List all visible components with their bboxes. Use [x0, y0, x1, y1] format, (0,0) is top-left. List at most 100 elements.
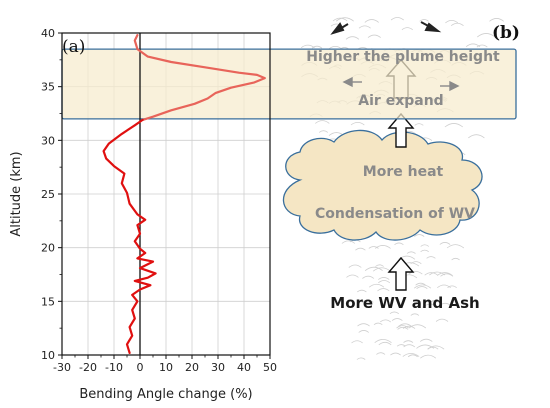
plume-texture-mark — [408, 324, 427, 329]
plume-texture-mark — [401, 27, 413, 31]
x-tick-label: 10 — [159, 361, 173, 374]
plume-texture-mark — [416, 344, 435, 349]
plume-texture-mark — [447, 285, 457, 289]
x-tick-label: -20 — [79, 361, 97, 374]
plume-texture-mark — [348, 264, 362, 268]
arrow-up-icon — [387, 112, 415, 148]
label-condensation: Condensation of WV — [315, 206, 475, 222]
plume-texture-mark — [355, 247, 366, 251]
plume-texture-mark — [358, 330, 370, 333]
arrow-up-icon — [387, 256, 415, 291]
label-more-heat: More heat — [363, 164, 444, 180]
plume-texture-mark — [416, 286, 428, 290]
plume-texture-mark — [389, 311, 400, 315]
plume-texture-mark — [390, 352, 401, 356]
plume-texture-mark — [450, 22, 464, 27]
plume-texture-mark — [396, 325, 409, 329]
plume-texture-mark — [362, 275, 375, 279]
band-annotations: Higher the plume height Air expand — [306, 49, 500, 109]
plume-texture-mark — [357, 323, 370, 327]
plume-texture-mark — [410, 313, 420, 316]
plume-texture-mark — [364, 266, 383, 272]
plume-texture-mark — [358, 25, 371, 29]
plume-texture-mark — [429, 300, 440, 303]
x-tick-label: 40 — [237, 361, 251, 374]
plume-texture-mark — [419, 19, 429, 22]
plume-texture-mark — [377, 288, 390, 292]
x-axis-ticks: -30 -20 -10 0 10 20 30 40 50 — [53, 355, 277, 374]
plume-texture-mark — [378, 280, 391, 284]
plume-texture-mark — [396, 344, 406, 347]
plot-frame — [61, 32, 271, 356]
cloud-shape — [282, 129, 483, 241]
plume-texture-mark — [439, 242, 451, 245]
plume-texture-mark — [426, 256, 436, 259]
series-layer — [102, 34, 266, 354]
plume-texture-mark — [437, 284, 451, 289]
plume-texture-mark — [468, 134, 485, 139]
plume-texture-mark — [335, 17, 354, 22]
label-plume-height: Higher the plume height — [306, 49, 500, 65]
plume-texture-mark — [368, 246, 379, 249]
plume-texture-mark — [476, 44, 488, 48]
plume-texture-mark — [361, 299, 374, 303]
y-tick-label: 25 — [41, 188, 55, 201]
plume-texture-mark — [373, 322, 383, 326]
plume-texture-mark — [374, 338, 392, 344]
plume-texture-mark — [391, 318, 403, 321]
plume-texture-mark — [489, 18, 504, 22]
plume-texture-mark — [364, 19, 379, 23]
x-tick-label: 20 — [185, 361, 199, 374]
plume-texture-mark — [420, 354, 437, 359]
plume-texture-mark — [408, 271, 423, 275]
plume-texture-mark — [318, 130, 329, 133]
plume-texture-mark — [419, 338, 433, 342]
plume-texture-mark — [390, 17, 404, 21]
plume-texture-mark — [376, 352, 386, 355]
panel-label-a: (a) — [62, 37, 85, 57]
plume-texture-mark — [350, 121, 365, 126]
plume-texture-mark — [351, 340, 363, 344]
plume-texture-mark — [438, 302, 452, 307]
plume-texture-mark — [356, 357, 366, 360]
plume-texture-mark — [379, 319, 391, 323]
plume-texture-mark — [415, 282, 426, 286]
y-axis-label: Altitude (km) — [9, 151, 24, 236]
y-tick-label: 15 — [41, 295, 55, 308]
plume-texture-mark — [402, 352, 420, 357]
plume-texture-mark — [444, 123, 464, 128]
series-line — [102, 118, 157, 354]
series-line — [133, 34, 266, 121]
plume-texture-mark — [427, 346, 439, 350]
plume-texture-mark — [436, 272, 453, 276]
spread-arrows — [330, 21, 442, 35]
plume-texture-mark — [420, 244, 430, 247]
plume-texture-mark — [372, 267, 391, 272]
plume-texture-mark — [414, 234, 425, 237]
plume-texture-mark — [378, 341, 392, 346]
plume-texture-mark — [402, 325, 416, 329]
expand-arrows — [342, 76, 460, 92]
x-tick-label: 30 — [211, 361, 225, 374]
plume-texture-mark — [367, 34, 381, 38]
panel-label-b: (b) — [492, 23, 520, 43]
plume-texture-mark — [410, 261, 422, 265]
x-tick-label: -10 — [105, 361, 123, 374]
plume-texture-mark — [332, 17, 348, 22]
x-axis-label: Bending Angle change (%) — [79, 387, 252, 402]
plume-texture-mark — [451, 257, 460, 261]
plume-texture-mark — [397, 326, 409, 330]
x-tick-label: 0 — [137, 361, 144, 374]
axes-frame — [61, 32, 271, 356]
plume-texture-mark — [315, 120, 330, 124]
plume-texture-mark — [398, 323, 412, 327]
plume-texture-mark — [424, 272, 438, 276]
y-tick-label: 20 — [41, 242, 55, 255]
plume-texture-mark — [311, 45, 323, 49]
plume-texture-mark — [477, 33, 496, 38]
plume-texture-mark — [375, 264, 384, 267]
plume-texture-mark — [394, 242, 404, 246]
plume-texture-mark — [378, 277, 390, 280]
plume-texture-mark — [446, 244, 465, 249]
